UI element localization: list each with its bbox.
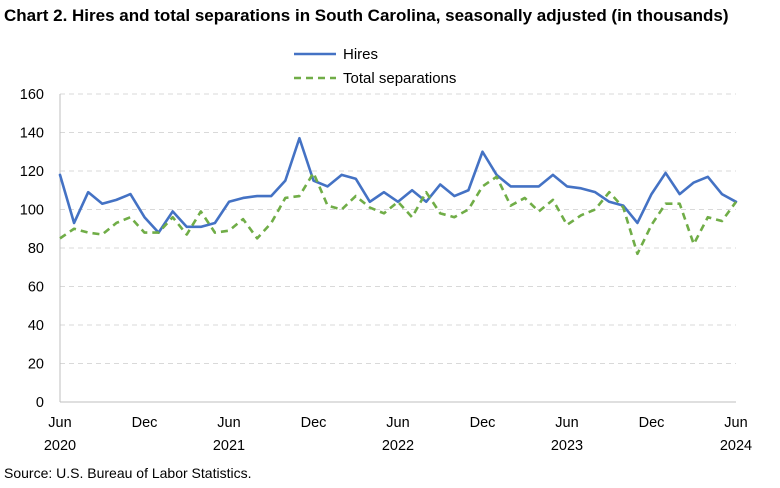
y-tick-label: 100 xyxy=(20,203,44,219)
gridlines xyxy=(60,93,736,364)
x-tick-label-year: 2020 xyxy=(44,438,76,454)
chart-title: Chart 2. Hires and total separations in … xyxy=(4,6,729,25)
series-line-hires xyxy=(58,136,738,234)
x-tick-label-month: Dec xyxy=(639,415,665,431)
x-tick-label-month: Jun xyxy=(724,415,747,431)
x-tick-label-year: 2023 xyxy=(551,438,583,454)
x-tick-label-year: 2022 xyxy=(382,438,414,454)
y-axis-tick-labels: 0 20 40 60 80 100 120 140 160 xyxy=(20,87,44,411)
x-tick-label-month: Jun xyxy=(217,415,240,431)
x-tick-label-month: Jun xyxy=(386,415,409,431)
y-tick-label: 40 xyxy=(28,318,44,334)
series-lines xyxy=(58,136,738,256)
y-tick-label: 20 xyxy=(28,357,44,373)
y-tick-label: 160 xyxy=(20,87,44,103)
y-tick-label: 80 xyxy=(28,241,44,257)
legend: Hires Total separations xyxy=(294,46,456,87)
source-note: Source: U.S. Bureau of Labor Statistics. xyxy=(4,465,252,481)
y-tick-label: 60 xyxy=(28,280,44,296)
series-line-total-separations xyxy=(59,171,738,256)
x-tick-label-year: 2024 xyxy=(720,438,752,454)
x-tick-label-month: Dec xyxy=(301,415,327,431)
y-tick-label: 140 xyxy=(20,126,44,142)
y-tick-label: 120 xyxy=(20,164,44,180)
x-axis: Jun 2020 Dec Jun 2021 Dec Jun 2022 Dec Jun 2023 Dec… xyxy=(44,94,752,454)
x-tick-label-month: Jun xyxy=(48,415,71,431)
x-tick-label-month: Jun xyxy=(555,415,578,431)
y-tick-label: 0 xyxy=(36,395,44,411)
x-tick-label-month: Dec xyxy=(132,415,158,431)
legend-label: Total separations xyxy=(343,70,456,87)
x-tick-label-year: 2021 xyxy=(213,438,245,454)
x-tick-label-month: Dec xyxy=(470,415,496,431)
legend-label: Hires xyxy=(343,46,378,63)
